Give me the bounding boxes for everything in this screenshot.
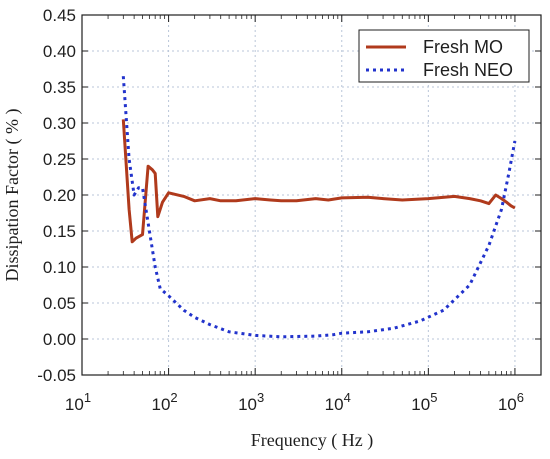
y-tick-label: 0.20 (43, 186, 76, 205)
x-tick-label: 106 (498, 390, 524, 414)
legend-label-fresh-mo: Fresh MO (423, 37, 503, 57)
y-tick-label: 0.45 (43, 6, 76, 25)
legend-label-fresh-neo: Fresh NEO (423, 60, 513, 80)
gridlines (82, 15, 541, 375)
x-tick-label: 105 (411, 390, 437, 414)
x-axis-title: Frequency ( Hz ) (251, 430, 373, 451)
legend-box (358, 29, 530, 83)
legend: Fresh MO Fresh NEO (358, 29, 530, 83)
y-tick-label: 0.30 (43, 114, 76, 133)
series-layer (121, 76, 517, 339)
y-tick-label: -0.05 (37, 366, 76, 385)
y-axis-ticks: -0.05 0.00 0.05 0.10 0.15 0.20 0.25 0.30 0.35 0.4… (37, 6, 541, 385)
x-axis-ticks: 101 102 103 104 105 106 (65, 15, 542, 414)
y-axis-title: Dissipation Factor ( % ) (2, 109, 23, 282)
y-tick-label: 0.05 (43, 294, 76, 313)
y-tick-label: 0.25 (43, 150, 76, 169)
series-line-fresh-mo (121, 119, 516, 244)
x-tick-label: 103 (238, 390, 264, 414)
x-tick-label: 104 (325, 390, 351, 414)
y-tick-label: 0.40 (43, 42, 76, 61)
y-tick-label: 0.35 (43, 78, 76, 97)
y-tick-label: 0.10 (43, 258, 76, 277)
x-tick-label: 101 (65, 390, 91, 414)
x-tick-label: 102 (152, 390, 178, 414)
y-tick-label: 0.00 (43, 330, 76, 349)
series-line-fresh-neo (121, 76, 517, 339)
y-tick-label: 0.15 (43, 222, 76, 241)
